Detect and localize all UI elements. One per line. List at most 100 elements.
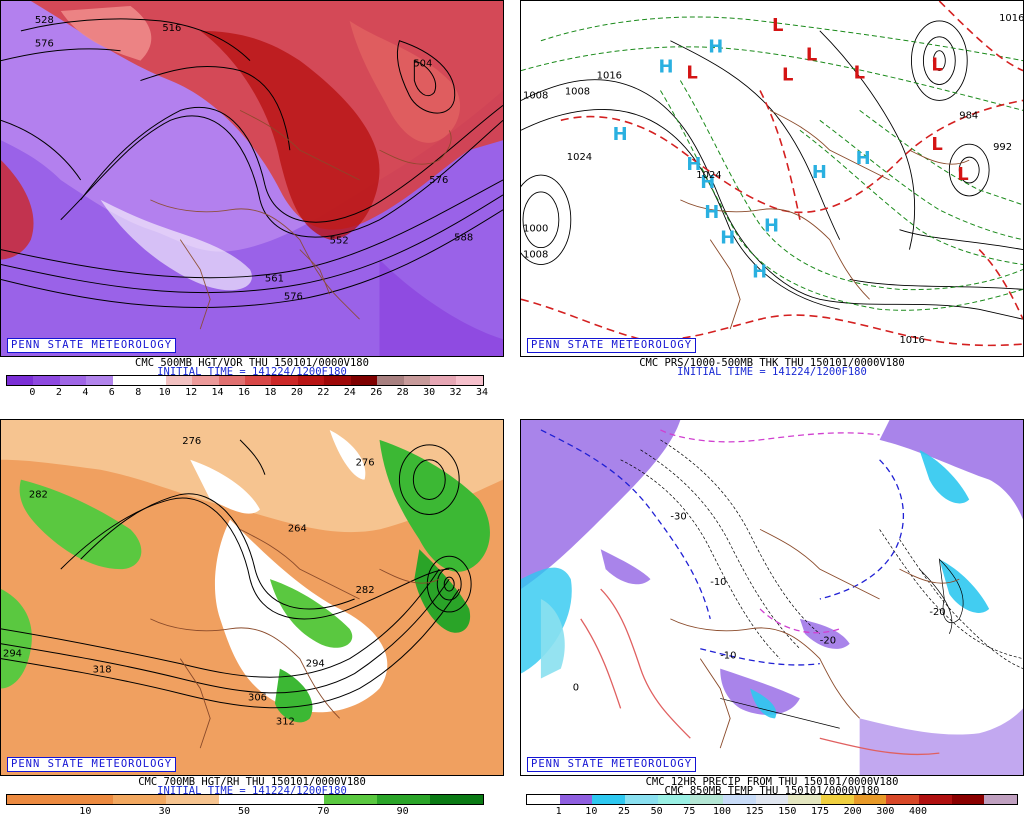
panel-initial-time: INITIAL TIME = 141224/1200F180	[677, 366, 867, 378]
colorbar-swatch	[853, 795, 887, 804]
colorbar-label: 50	[237, 806, 251, 817]
colorbar-swatch	[377, 795, 430, 804]
colorbar	[6, 794, 484, 805]
colorbar-labels: 1 10 25 50 75 100 125 150 175 200 300 400	[526, 806, 1016, 818]
colorbar-label: 24	[343, 387, 356, 398]
contour-label: 264	[288, 523, 307, 534]
colorbar-label: 8	[135, 387, 142, 398]
contour-label: -20	[929, 607, 945, 618]
panel-caption: CMC 700MB HGT/RH THU 150101/0000V180	[138, 776, 366, 788]
colorbar-swatch	[324, 376, 351, 385]
colorbar-swatch	[918, 795, 952, 804]
colorbar-label: 32	[449, 387, 462, 398]
contour-label: -10	[710, 577, 726, 588]
contour-label: -20	[820, 636, 836, 647]
panel-pressure-thickness: H H H H H H H H H H H L L L L L L L L	[520, 0, 1024, 400]
contour-label: 1008	[565, 86, 590, 97]
colorbar-swatch	[7, 795, 60, 804]
contour-label: -10	[720, 651, 736, 662]
map-700mb-humidity[interactable]: 276 276 282 264 282 294 306 318 312 294 …	[0, 419, 504, 776]
panel-700mb-humidity: 276 276 282 264 282 294 306 318 312 294 …	[0, 419, 504, 819]
colorbar-swatch	[59, 795, 113, 804]
map-precip-850mb-temp[interactable]: -10 -20 -30 0 -10 -20 PENN STATE METEORO…	[520, 419, 1024, 776]
colorbar-swatch	[112, 795, 166, 804]
contour-label: 561	[265, 273, 284, 284]
map-500mb-vorticity[interactable]: 528 576 516 504 576 552 561 576 588 PENN…	[0, 0, 504, 357]
colorbar-swatch	[324, 795, 378, 804]
colorbar-label: 200	[843, 806, 862, 817]
colorbar-label: 300	[876, 806, 895, 817]
colorbar-swatch	[984, 795, 1017, 804]
colorbar-label: 20	[290, 387, 303, 398]
low-pressure-label: L	[931, 55, 942, 76]
contour-label: 576	[284, 291, 303, 302]
colorbar-swatch	[690, 795, 723, 804]
map-500mb-vorticity-graphic: 528 576 516 504 576 552 561 576 588	[1, 1, 503, 356]
colorbar-swatch	[112, 376, 140, 385]
contour-label: 276	[182, 436, 201, 447]
colorbar-label: 18	[264, 387, 277, 398]
contour-label: 282	[29, 490, 48, 501]
contour-label: 306	[248, 692, 267, 703]
colorbar-swatch	[624, 795, 658, 804]
contour-label: 1008	[523, 250, 548, 261]
colorbar-label: 4	[82, 387, 89, 398]
colorbar-label: 26	[370, 387, 383, 398]
colorbar	[526, 794, 1018, 805]
contour-label: 1016	[597, 71, 622, 82]
colorbar-label: 90	[396, 806, 409, 817]
credit-label: PENN STATE METEOROLOGY	[527, 757, 697, 772]
high-pressure-label: H	[752, 261, 767, 282]
colorbar-swatch	[165, 376, 193, 385]
contour-label: 0	[573, 682, 579, 693]
high-pressure-label: H	[764, 216, 779, 237]
colorbar-label: 1	[555, 806, 562, 817]
contour-label: 992	[993, 142, 1012, 153]
map-700mb-humidity-graphic: 276 276 282 264 282 294 306 318 312 294	[1, 420, 503, 775]
colorbar-label: 70	[317, 806, 330, 817]
colorbar-swatch	[271, 795, 325, 804]
colorbar-label: 30	[158, 806, 171, 817]
low-pressure-label: L	[782, 65, 793, 86]
low-pressure-label: L	[686, 63, 697, 84]
contour-label: 1016	[899, 335, 924, 346]
contour-label: 1000	[523, 224, 548, 235]
high-pressure-label: H	[686, 154, 701, 175]
high-pressure-label: H	[700, 172, 715, 193]
colorbar-label: 400	[908, 806, 928, 817]
colorbar-label: 2	[55, 387, 62, 398]
high-pressure-label: H	[658, 57, 673, 78]
colorbar-label: 0	[29, 387, 36, 398]
high-pressure-label: H	[856, 148, 871, 169]
panel-precip-850mb-temp: -10 -20 -30 0 -10 -20 PENN STATE METEORO…	[520, 419, 1024, 819]
colorbar-swatch	[59, 376, 87, 385]
map-pressure-thickness[interactable]: H H H H H H H H H H H L L L L L L L L	[520, 0, 1024, 357]
low-pressure-label: L	[957, 164, 968, 185]
colorbar-swatch	[192, 376, 219, 385]
colorbar-label: 10	[158, 387, 171, 398]
colorbar-swatch	[886, 795, 919, 804]
colorbar-swatch	[430, 795, 483, 804]
contour-label: 312	[276, 716, 295, 727]
contour-label: 576	[429, 175, 448, 186]
contour-label: 528	[35, 15, 54, 26]
colorbar-label: 30	[423, 387, 436, 398]
colorbar-label: 150	[778, 806, 797, 817]
colorbar-swatch	[218, 376, 245, 385]
contour-label: 294	[306, 659, 325, 670]
colorbar-swatch	[139, 376, 166, 385]
colorbar-label: 14	[211, 387, 224, 398]
colorbar-label: 125	[745, 806, 764, 817]
colorbar-swatch	[527, 795, 560, 804]
contour-label: 1016	[999, 13, 1023, 24]
credit-label: PENN STATE METEOROLOGY	[7, 338, 177, 353]
contour-label: -30	[670, 511, 686, 522]
colorbar-swatch	[456, 376, 483, 385]
contour-label: 1008	[523, 90, 548, 101]
colorbar-label: 25	[617, 806, 631, 817]
panel-caption: CMC 500MB HGT/VOR THU 150101/0000V180	[135, 357, 369, 369]
high-pressure-label: H	[812, 162, 827, 183]
colorbar-swatch	[820, 795, 854, 804]
colorbar-swatch	[271, 376, 298, 385]
panel-500mb-vorticity: 528 576 516 504 576 552 561 576 588 PENN…	[0, 0, 504, 400]
